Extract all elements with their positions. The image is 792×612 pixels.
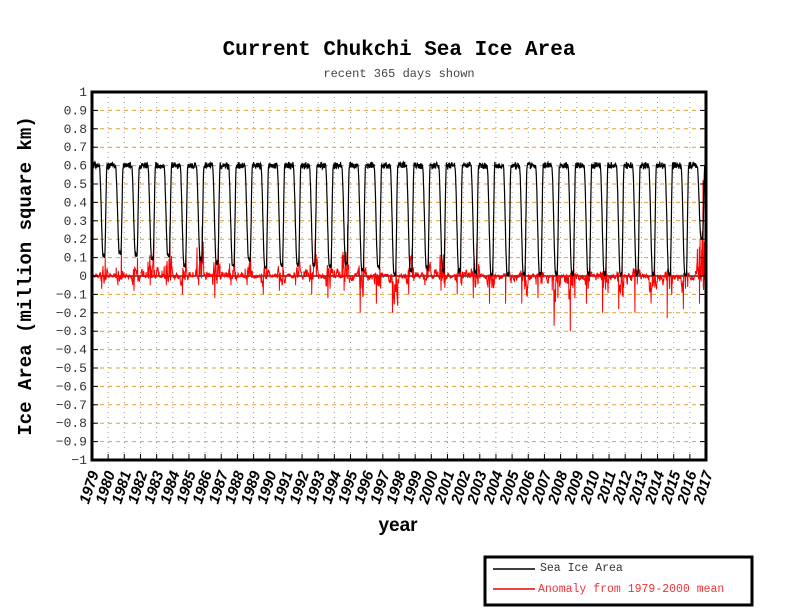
y-tick-label: 0.5 [64, 177, 87, 192]
y-tick-label: 0.8 [64, 122, 87, 137]
y-tick-label: 0.1 [64, 251, 88, 266]
chart-title: Current Chukchi Sea Ice Area [223, 39, 576, 62]
y-tick-label: 0.7 [64, 140, 87, 155]
y-axis-ticks: 1 0.9 0.8 0.7 0.6 0.5 0.4 0.3 0.2 0.1 0 −0.1 −0.2 −0.… [56, 85, 706, 468]
y-tick-label: −0.6 [56, 379, 87, 394]
y-tick-label: −0.5 [56, 361, 87, 376]
y-tick-label: 0 [79, 269, 87, 284]
y-tick-label: 0.2 [64, 232, 87, 247]
legend-label-sea-ice-area: Sea Ice Area [540, 562, 623, 575]
series-group [91, 160, 706, 332]
y-tick-label: −0.4 [56, 343, 87, 358]
legend-label-anomaly: Anomaly from 1979-2000 mean [538, 583, 724, 596]
y-tick-label: −0.7 [56, 398, 87, 413]
x-axis-label: year [378, 515, 418, 536]
y-tick-label: 0.4 [64, 195, 88, 210]
y-tick-label: −0.9 [56, 435, 87, 450]
legend: Sea Ice Area Anomaly from 1979-2000 mean [483, 555, 754, 607]
y-tick-label: −0.8 [56, 416, 87, 431]
y-tick-label: −0.1 [56, 287, 87, 302]
series-line-anomaly [91, 180, 706, 332]
y-tick-label: 0.3 [64, 214, 87, 229]
y-tick-label: −1 [71, 453, 87, 468]
y-tick-label: 0.9 [64, 103, 87, 118]
y-axis-label: Ice Area (million square km) [15, 116, 37, 435]
y-tick-label: 0.6 [64, 159, 87, 174]
y-tick-label: 1 [79, 85, 87, 100]
legend-box [483, 555, 754, 607]
chart-subtitle: recent 365 days shown [323, 67, 474, 81]
y-tick-label: −0.2 [56, 306, 87, 321]
y-tick-label: −0.3 [56, 324, 87, 339]
x-axis-ticks: 1979198019811982198319841985198619871988… [76, 454, 717, 507]
series-line-sea-ice-area [91, 160, 706, 278]
